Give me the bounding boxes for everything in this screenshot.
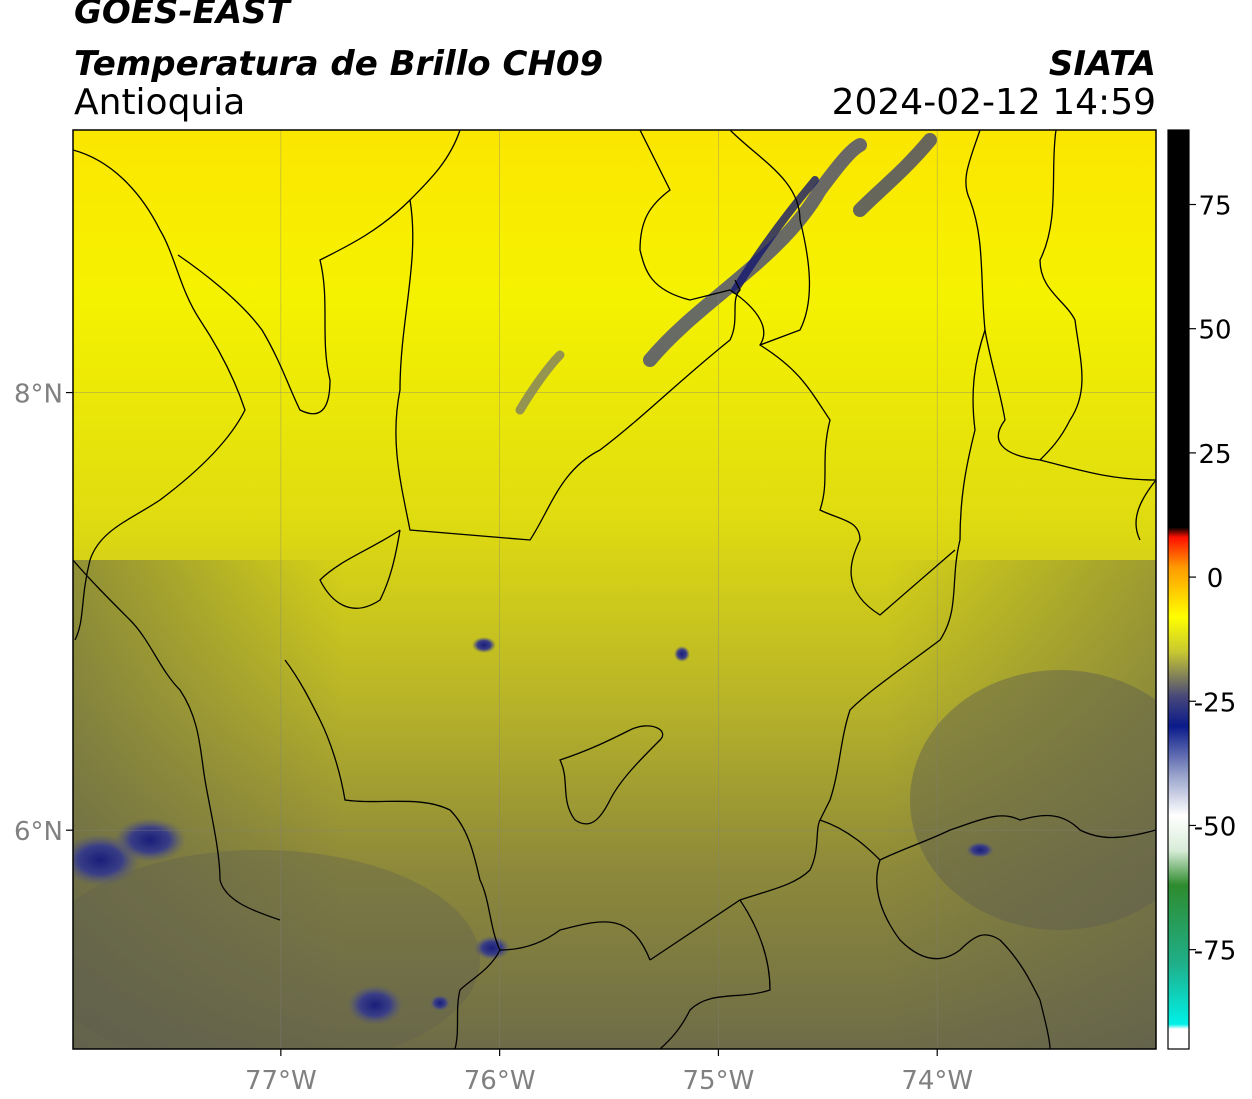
colorbar-frame bbox=[1167, 129, 1190, 1050]
lon-tick-label: 76°W bbox=[464, 1066, 536, 1096]
organization-label: SIATA bbox=[1048, 44, 1156, 84]
brightness-temperature-field bbox=[73, 130, 1156, 1049]
lon-tick-label: 74°W bbox=[901, 1066, 973, 1096]
colorbar-tick-label: 50 bbox=[1198, 316, 1231, 346]
lat-tick-label: 6°N bbox=[14, 817, 63, 847]
map-gridlines bbox=[73, 130, 1156, 1049]
map-frame bbox=[72, 129, 1157, 1050]
cold-cloud-features bbox=[73, 133, 994, 1025]
lon-tick-label: 75°W bbox=[683, 1066, 755, 1096]
colorbar: 75 50 25 0 -25 -50 -75 bbox=[1167, 129, 1236, 1050]
lat-tick-label: 8°N bbox=[14, 380, 63, 410]
colorbar-ramp bbox=[1168, 130, 1189, 1049]
lon-tick-label: 77°W bbox=[245, 1066, 317, 1096]
administrative-boundaries bbox=[73, 130, 1156, 1049]
colorbar-tick-label: -50 bbox=[1194, 812, 1236, 842]
title-product: Temperatura de Brillo CH09 bbox=[74, 44, 604, 84]
colorbar-tick-label: 25 bbox=[1198, 440, 1231, 470]
title-satellite: GOES-EAST bbox=[74, 0, 290, 32]
colorbar-tick-label: 75 bbox=[1198, 192, 1231, 222]
colorbar-tick-label: 0 bbox=[1207, 564, 1224, 594]
map-axes: 77°W 76°W 75°W 74°W 8°N 6°N bbox=[14, 380, 973, 1096]
colorbar-tick-label: -25 bbox=[1194, 688, 1236, 718]
colorbar-tick-label: -75 bbox=[1194, 937, 1236, 967]
datetime-label: 2024-02-12 14:59 bbox=[831, 82, 1156, 123]
title-region: Antioquia bbox=[74, 82, 246, 123]
